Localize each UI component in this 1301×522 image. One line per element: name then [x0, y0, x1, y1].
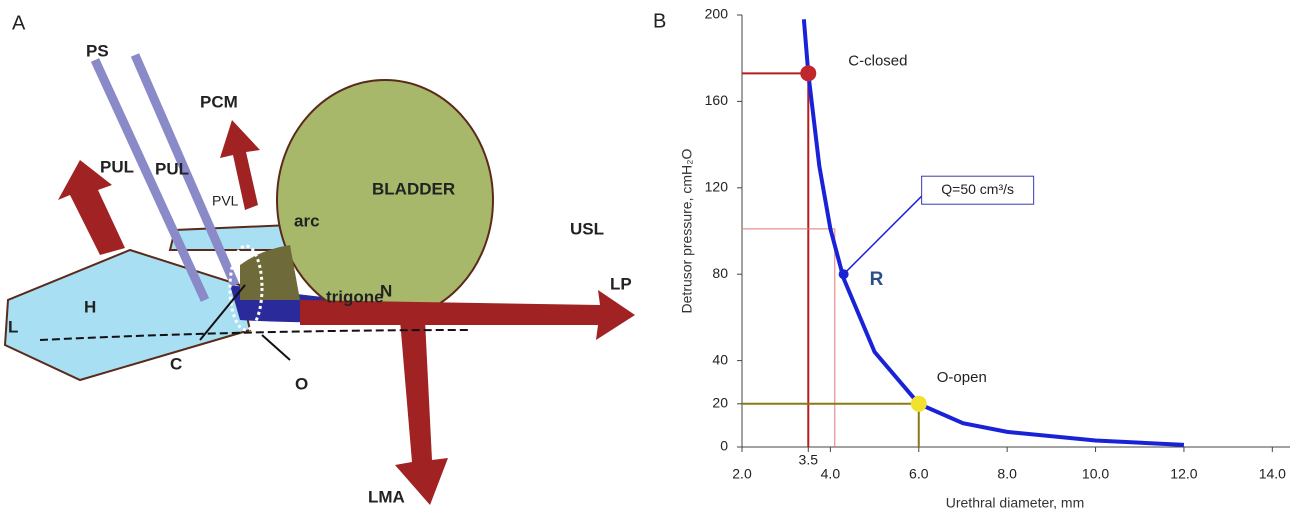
point-label: R	[870, 269, 884, 290]
y-tick-label: 40	[712, 351, 728, 367]
label: H	[84, 297, 96, 316]
x-tick-label: 12.0	[1170, 466, 1197, 482]
point-label: O-open	[937, 369, 987, 386]
y-tick-label: 160	[705, 92, 729, 108]
y-tick-label: 120	[705, 179, 729, 195]
label: BLADDER	[372, 179, 455, 198]
x-axis-label: Urethral diameter, mm	[946, 495, 1084, 511]
label: PUL	[100, 157, 134, 176]
label: PCM	[200, 92, 238, 111]
label: O	[295, 374, 308, 393]
bone-shape	[170, 225, 295, 250]
x-tick-label: 10.0	[1082, 466, 1109, 482]
label: N	[380, 281, 392, 300]
label: PS	[86, 41, 109, 60]
point-label: C-closed	[848, 52, 907, 69]
label: LP	[610, 274, 632, 293]
x-tick-label: 6.0	[909, 466, 929, 482]
figure: A PS PUL PUL PCM PVL arc BLADDER USL LP …	[0, 0, 1301, 517]
panel-b: B Urethral diameter, mm Detrusor pressur…	[653, 6, 1290, 511]
label: LMA	[368, 487, 405, 506]
panel-label: A	[12, 12, 26, 34]
label: arc	[294, 211, 320, 230]
label: L	[8, 317, 18, 336]
panel-label: B	[653, 10, 666, 32]
arrow	[395, 320, 448, 505]
point	[839, 269, 849, 279]
urethra-shape	[240, 245, 300, 300]
y-tick-label: 20	[712, 395, 728, 411]
bone-shape	[5, 250, 250, 380]
panel-a: A PS PUL PUL PCM PVL arc BLADDER USL LP …	[5, 12, 635, 506]
label: trigone	[326, 287, 384, 306]
x-tick-label: 4.0	[821, 466, 841, 482]
pointer	[262, 335, 290, 360]
annotation: Q=50 cm³/s	[941, 181, 1014, 197]
x-tick-label: 14.0	[1259, 466, 1286, 482]
annotation-pointer	[844, 196, 922, 274]
point	[800, 65, 816, 81]
label: USL	[570, 219, 604, 238]
y-axis-label: Detrusor pressure, cmH₂O	[679, 148, 695, 313]
x-tick-label: 3.5	[799, 452, 819, 468]
label: C	[170, 354, 182, 373]
curve	[804, 19, 1184, 445]
point	[911, 396, 927, 412]
x-tick-label: 8.0	[997, 466, 1017, 482]
y-tick-label: 80	[712, 265, 728, 281]
y-tick-label: 0	[720, 438, 728, 454]
y-tick-label: 200	[705, 6, 729, 22]
label: PUL	[155, 159, 189, 178]
x-tick-label: 2.0	[732, 466, 752, 482]
label: PVL	[212, 193, 239, 209]
